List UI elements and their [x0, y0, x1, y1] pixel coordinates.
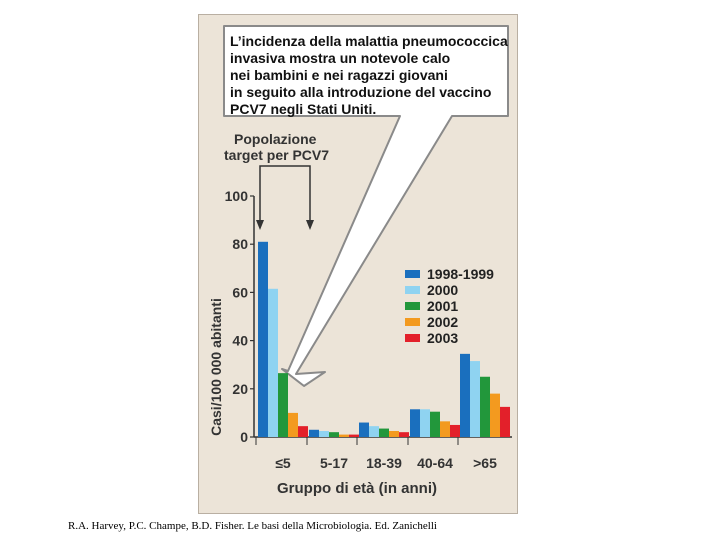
legend-swatch: [405, 286, 420, 294]
bar: [470, 361, 480, 437]
bar: [288, 412, 298, 437]
bar: [379, 428, 389, 437]
callout-line: invasiva mostra un notevole calo: [230, 50, 450, 66]
bar: [480, 376, 490, 437]
x-tick-label: 5-17: [320, 455, 348, 471]
bar: [410, 409, 420, 437]
legend-label: 2001: [427, 298, 458, 314]
legend-label: 2000: [427, 282, 458, 298]
legend-swatch: [405, 318, 420, 326]
x-tick-label: 40-64: [417, 455, 453, 471]
bar: [359, 422, 369, 437]
y-tick-label: 100: [225, 188, 249, 204]
target-arrowhead: [256, 220, 264, 230]
bar: [298, 426, 308, 437]
legend-swatch: [405, 302, 420, 310]
bar: [389, 430, 399, 437]
bar: [278, 373, 288, 437]
bar: [440, 421, 450, 437]
callout-line: PCV7 negli Stati Uniti.: [230, 101, 376, 117]
bar: [500, 406, 510, 437]
bar: [329, 432, 339, 437]
target-label-line: target per PCV7: [224, 147, 329, 163]
legend-label: 1998-1999: [427, 266, 494, 282]
bar: [490, 393, 500, 437]
bar: [399, 432, 409, 437]
y-tick-label: 20: [232, 381, 248, 397]
target-bracket: [259, 165, 311, 222]
bar: [268, 288, 278, 437]
bar: [420, 409, 430, 437]
bar: [339, 434, 349, 437]
y-axis-label: Casi/100 000 abitanti: [208, 298, 224, 436]
y-tick-label: 80: [232, 236, 248, 252]
plot-area: 0 20 40 60 80 100 Casi/100 000 abitanti ≤5 5-17 1…: [208, 188, 512, 497]
bar: [349, 434, 359, 437]
y-tick-label: 0: [240, 429, 248, 445]
x-axis-label: Gruppo di età (in anni): [277, 480, 437, 497]
bar: [369, 426, 379, 437]
bar: [258, 241, 268, 437]
callout-line: L’incidenza della malattia pneumococcica: [230, 33, 508, 49]
legend-label: 2002: [427, 314, 458, 330]
y-tick-label: 60: [232, 284, 248, 300]
callout-line: nei bambini e nei ragazzi giovani: [230, 67, 448, 83]
legend-label: 2003: [427, 330, 458, 346]
bar: [450, 424, 460, 437]
bar: [309, 429, 319, 437]
legend-swatch: [405, 270, 420, 278]
x-tick-label: ≤5: [275, 455, 291, 471]
bar: [460, 353, 470, 437]
y-tick-label: 40: [232, 333, 248, 349]
legend-swatch: [405, 334, 420, 342]
target-label-line: Popolazione: [234, 131, 317, 147]
x-tick-label: >65: [473, 455, 497, 471]
citation: R.A. Harvey, P.C. Champe, B.D. Fisher. L…: [68, 520, 437, 532]
bar: [430, 411, 440, 437]
callout-bubble: [223, 25, 509, 387]
target-arrowhead: [306, 220, 314, 230]
x-tick-label: 18-39: [366, 455, 402, 471]
callout-line: in seguito alla introduzione del vaccino: [230, 84, 491, 100]
bar: [319, 430, 329, 437]
